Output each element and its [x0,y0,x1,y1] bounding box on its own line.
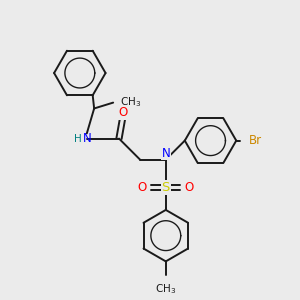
Text: O: O [118,106,127,119]
Text: O: O [184,181,194,194]
Text: CH$_3$: CH$_3$ [121,95,142,109]
Text: N: N [161,147,170,160]
Text: CH$_3$: CH$_3$ [155,282,176,296]
Text: H: H [74,134,81,144]
Text: Br: Br [248,134,262,147]
Text: S: S [162,181,170,194]
Text: O: O [138,181,147,194]
Text: N: N [82,132,91,145]
